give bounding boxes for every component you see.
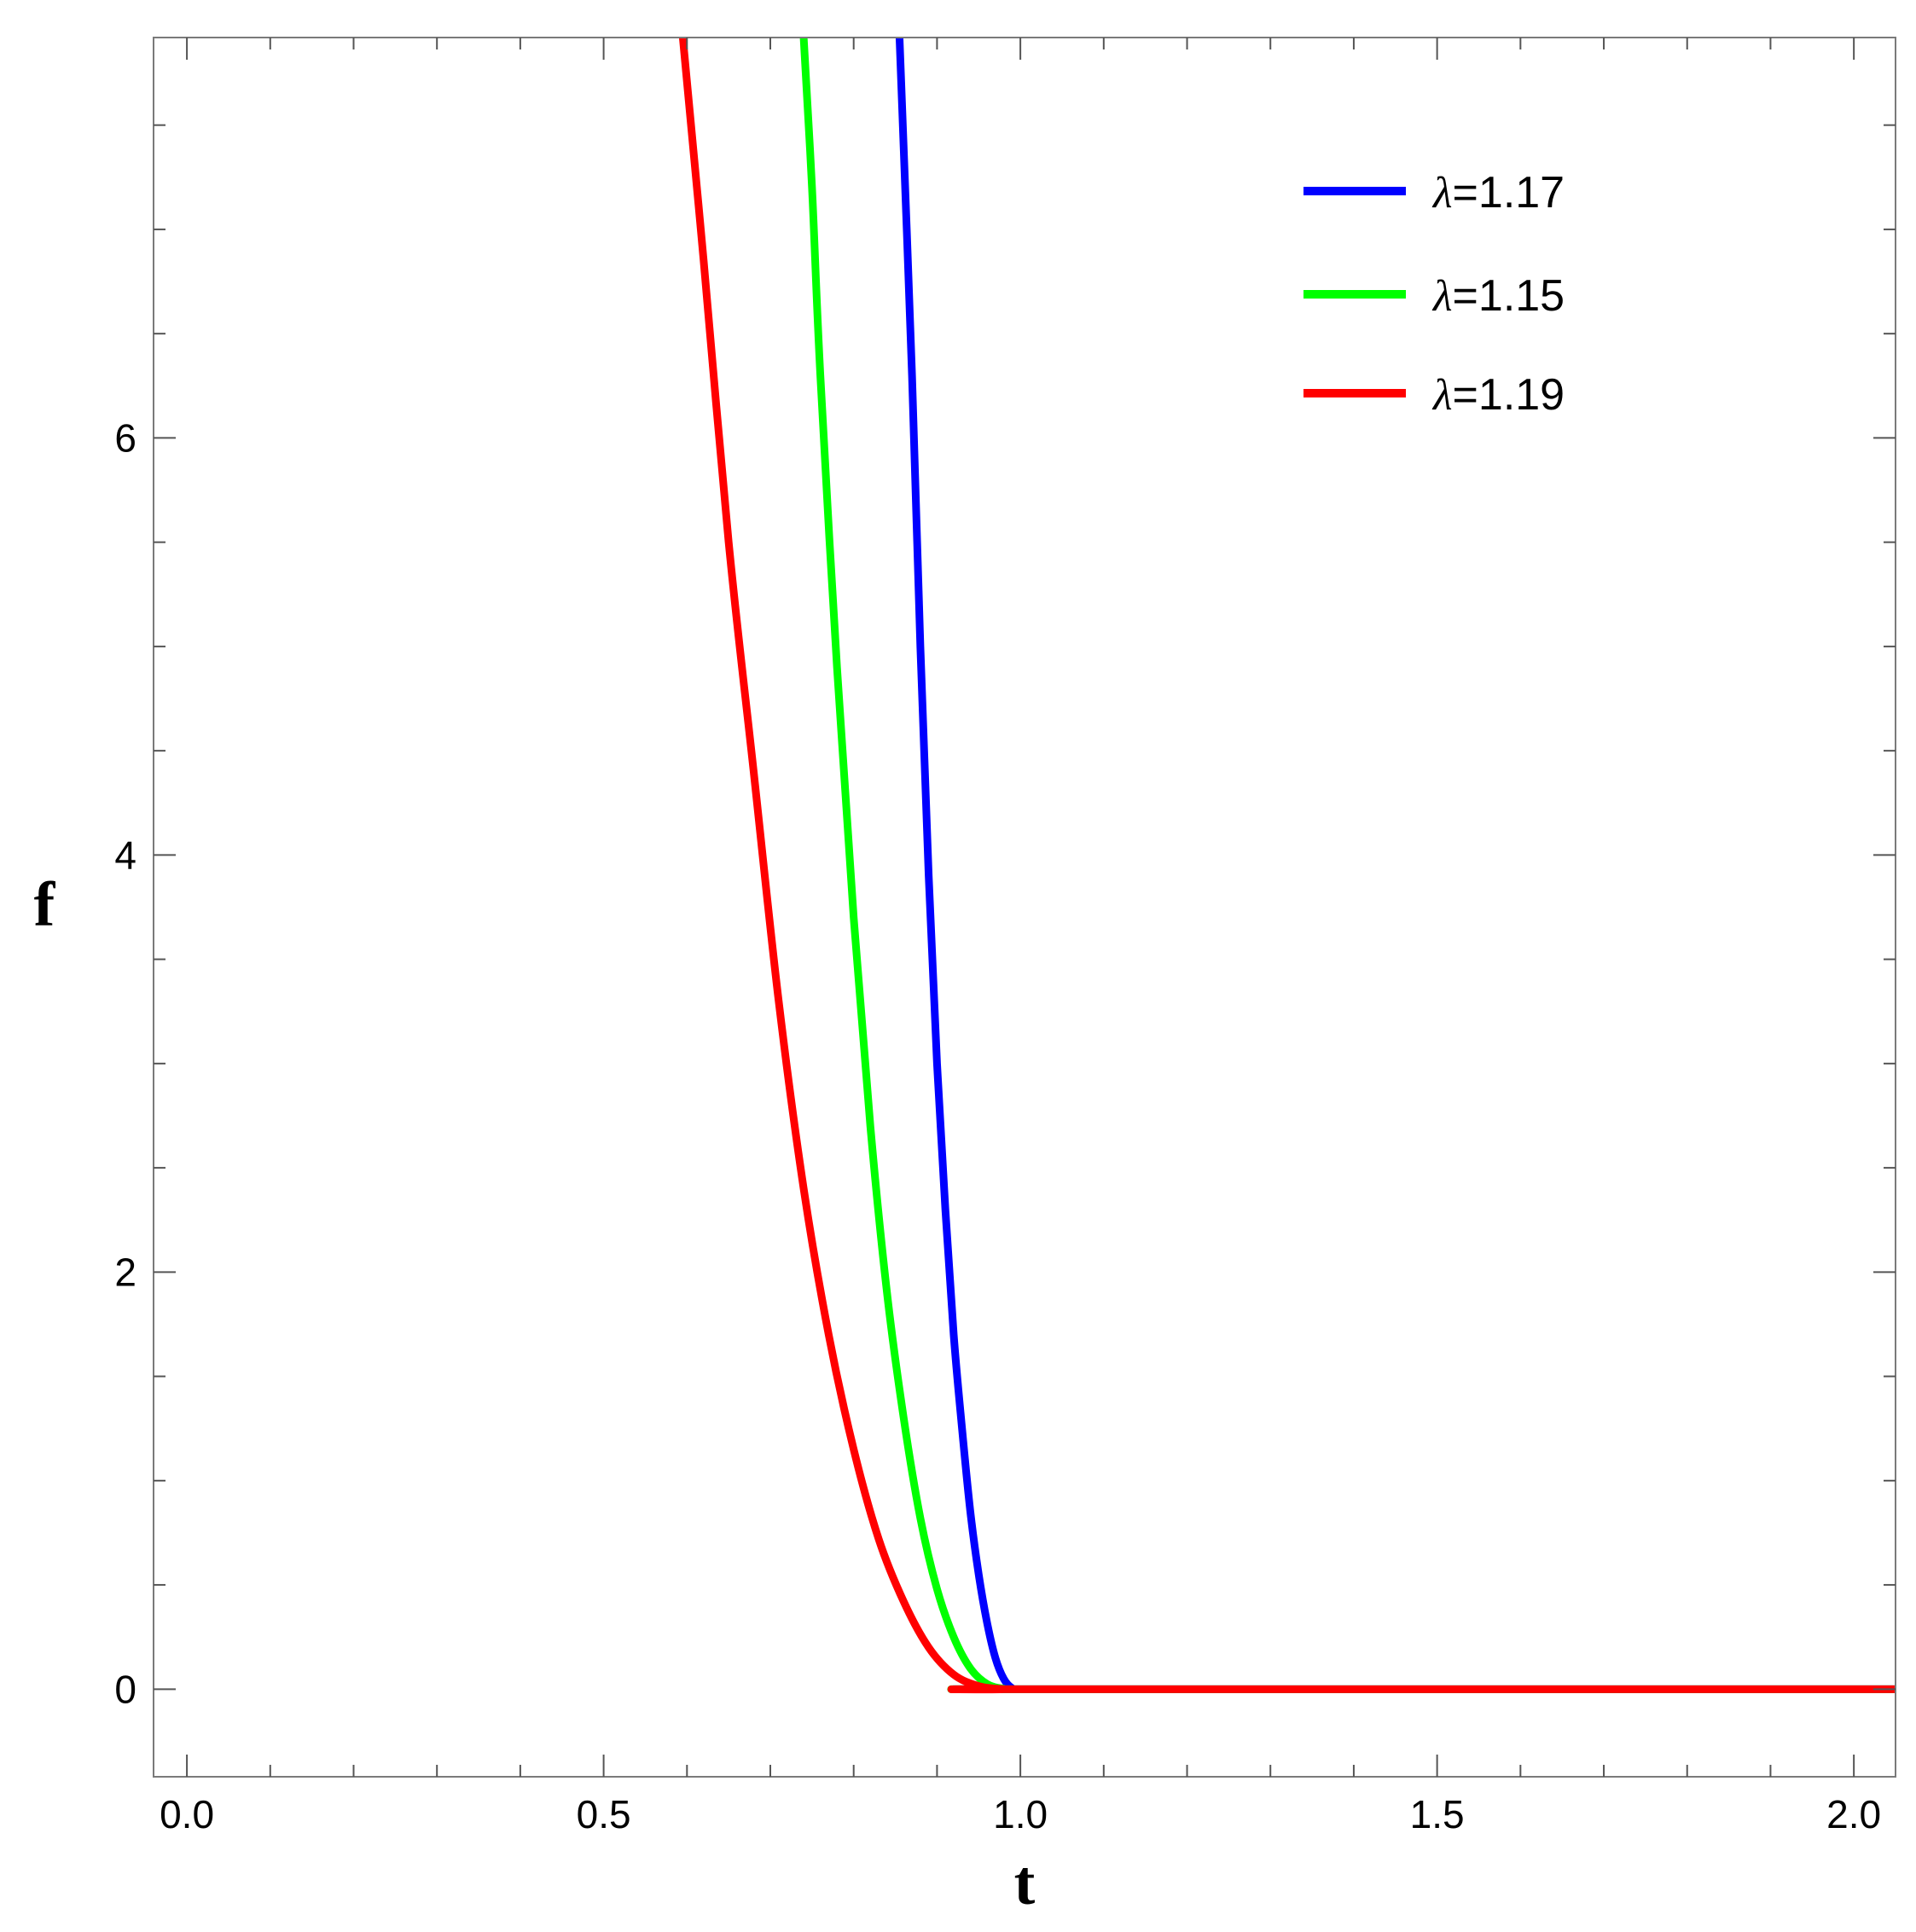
legend-label: λ=1.19: [1431, 370, 1565, 420]
legend-label: λ=1.15: [1431, 271, 1565, 321]
x-tick-label: 1.0: [993, 1792, 1048, 1836]
legend-symbol: λ: [1431, 371, 1453, 420]
y-tick-label: 4: [114, 833, 136, 877]
x-tick-label: 1.5: [1410, 1792, 1465, 1836]
legend-symbol: λ: [1431, 272, 1453, 321]
legend-label: λ=1.17: [1431, 168, 1565, 218]
y-tick-label: 6: [114, 415, 136, 460]
legend-symbol: λ: [1431, 169, 1453, 218]
legend-value: =1.15: [1453, 271, 1565, 321]
series-line-1: [799, 38, 1896, 1693]
y-axis-title: f: [34, 870, 56, 940]
legend: λ=1.17λ=1.15λ=1.19: [1303, 168, 1565, 420]
ticks-layer: [154, 38, 1896, 1777]
series-layer: [678, 38, 1896, 1694]
legend-value: =1.19: [1453, 370, 1565, 420]
plot-frame: [153, 37, 1896, 1778]
x-tick-label: 2.0: [1826, 1792, 1881, 1836]
series-line-0: [895, 38, 1896, 1693]
x-tick-label: 0.0: [160, 1792, 214, 1836]
labels-layer: 0.0 0.5 1.0 1.5 2.0 0 2 4 6: [114, 415, 1881, 1836]
series-line-2: [678, 38, 1896, 1694]
y-tick-label: 0: [114, 1667, 136, 1711]
x-axis-title: t: [1014, 1848, 1036, 1918]
x-tick-label: 0.5: [577, 1792, 631, 1836]
y-tick-label: 2: [114, 1250, 136, 1294]
legend-value: =1.17: [1453, 168, 1565, 218]
